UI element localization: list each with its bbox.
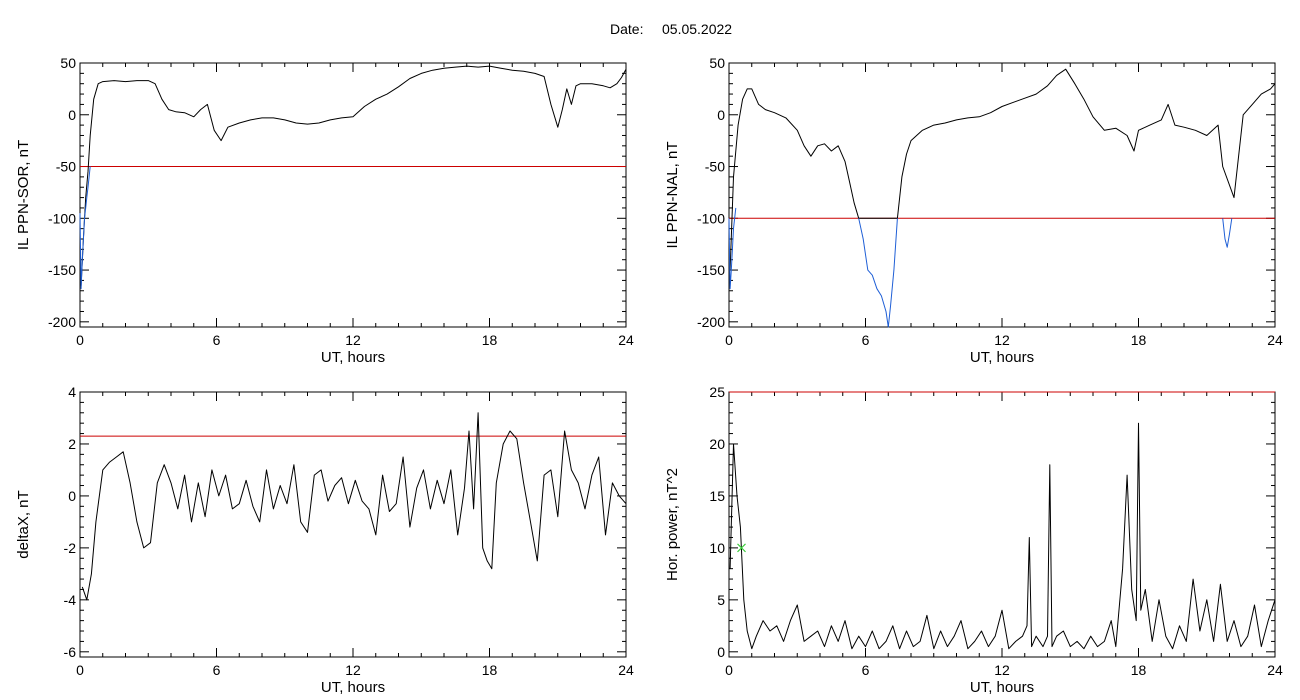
x-tick-label: 24 [618,332,634,348]
y-tick-label: -6 [64,644,77,660]
x-tick-label: 12 [994,332,1010,348]
y-tick-label: -2 [64,540,77,556]
y-axis-label: IL PPN-NAL, nT [664,142,681,249]
data-series-3 [1222,218,1233,248]
y-tick-label: -50 [56,159,76,175]
panel-nal: 0 6 12 18 24 -200 -150 -100 -50 0 50 UT, hours IL PP… [664,55,1283,366]
y-tick-label: -50 [705,159,725,175]
x-tick-label: 18 [482,332,498,348]
plot-frame [79,391,627,658]
plot-frame [79,62,627,328]
y-tick-label: 0 [717,107,725,123]
y-tick-label: 0 [68,107,76,123]
x-tick-label: 18 [1131,332,1147,348]
date-value: 05.05.2022 [662,21,732,37]
y-tick-label: -200 [48,314,76,330]
panel-sor: 0 6 12 18 24 -200 -150 -100 -50 0 50 UT, hours IL PP… [15,55,634,366]
plot-frame [728,62,1276,328]
x-tick-label: 0 [725,662,733,678]
y-tick-label: -100 [48,210,76,226]
x-tick-label: 24 [1267,332,1283,348]
data-series-1 [728,207,737,290]
y-tick-label: 5 [717,592,725,608]
data-series-0 [80,65,627,286]
x-axis-label: UT, hours [321,679,385,696]
x-tick-label: 12 [345,662,361,678]
y-tick-label: 50 [60,55,76,71]
y-tick-label: 10 [709,540,725,556]
y-tick-label: -200 [697,314,725,330]
y-axis-label: deltaX, nT [15,490,32,558]
y-tick-label: 0 [717,644,725,660]
x-marker [737,543,746,553]
x-tick-label: 24 [1267,662,1283,678]
y-tick-label: -4 [64,592,77,608]
date-label: Date: [610,21,643,37]
y-tick-label: 2 [68,436,76,452]
y-tick-label: -100 [697,210,725,226]
x-tick-label: 18 [482,662,498,678]
x-tick-label: 0 [725,332,733,348]
y-tick-label: 25 [709,384,725,400]
data-series-2 [858,218,898,328]
plot-frame [728,391,1276,658]
y-axis-label: IL PPN-SOR, nT [15,140,32,250]
y-tick-label: 0 [68,488,76,504]
x-tick-label: 0 [76,332,84,348]
y-tick-label: -150 [48,262,76,278]
y-tick-label: 4 [68,384,76,400]
x-axis-label: UT, hours [970,349,1034,366]
x-tick-label: 6 [862,662,870,678]
x-tick-label: 12 [994,662,1010,678]
x-tick-label: 6 [862,332,870,348]
x-tick-label: 0 [76,662,84,678]
data-series-0 [81,412,627,601]
data-series-0 [729,68,1276,271]
y-axis-label: Hor. power, nT^2 [664,468,681,581]
data-series-1 [79,166,91,290]
y-tick-label: 50 [709,55,725,71]
data-series-0 [729,422,1276,650]
x-axis-label: UT, hours [321,349,385,366]
x-tick-label: 6 [213,332,221,348]
panel-power: 0 6 12 18 24 0 5 10 15 20 25 UT, hours Hor. power, n… [664,384,1283,696]
y-tick-label: 15 [709,488,725,504]
x-axis-label: UT, hours [970,679,1034,696]
x-tick-label: 18 [1131,662,1147,678]
x-tick-label: 6 [213,662,221,678]
x-tick-label: 12 [345,332,361,348]
y-tick-label: 20 [709,436,725,452]
x-tick-label: 24 [618,662,634,678]
y-tick-label: -150 [697,262,725,278]
